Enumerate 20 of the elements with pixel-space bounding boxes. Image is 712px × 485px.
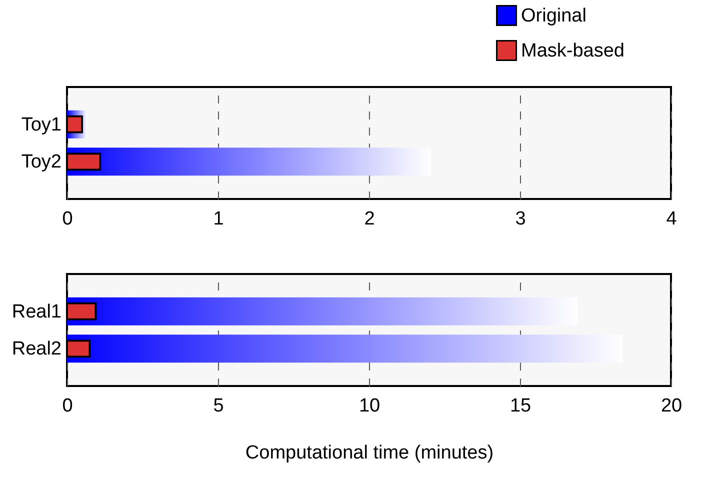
x-tick-label: 5 [213, 396, 224, 416]
y-tick-label: Real1 [12, 301, 62, 322]
x-tick-label: 0 [62, 208, 73, 230]
x-tick-label: 20 [660, 396, 682, 416]
x-tick-label: 1 [213, 208, 224, 230]
legend-label: Mask-based [521, 40, 624, 62]
x-axis-title: Computational time (minutes) [245, 442, 494, 464]
bar [67, 334, 623, 363]
y-tick-label: Real2 [12, 338, 62, 360]
y-tick-label: Toy2 [21, 152, 62, 173]
x-tick-label: 10 [358, 396, 380, 416]
y-tick-label: Toy1 [21, 114, 62, 136]
x-tick-label: 4 [666, 208, 678, 230]
legend-label: Original [521, 6, 586, 26]
x-tick-label: 2 [364, 208, 375, 230]
x-tick-label: 15 [510, 396, 532, 416]
bar [67, 297, 578, 326]
bar [67, 148, 431, 176]
x-tick-label: 0 [62, 396, 73, 416]
x-tick-label: 3 [515, 208, 526, 230]
